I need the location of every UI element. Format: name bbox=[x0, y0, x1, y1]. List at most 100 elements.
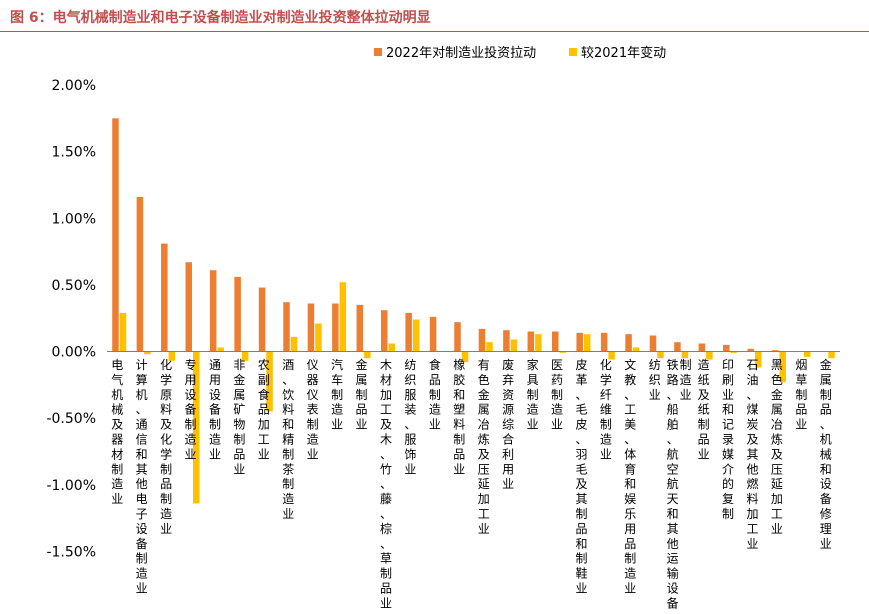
svg-text:业: 业 bbox=[111, 492, 123, 506]
svg-text:工: 工 bbox=[771, 507, 783, 521]
svg-text:械: 械 bbox=[820, 446, 832, 461]
svg-text:精: 精 bbox=[282, 433, 294, 447]
bar-2022 bbox=[307, 303, 315, 352]
bar-2022 bbox=[356, 304, 364, 352]
svg-text:皮: 皮 bbox=[575, 418, 587, 432]
legend-label-2022: 2022年对制造业投资拉动 bbox=[386, 45, 536, 61]
svg-text:他: 他 bbox=[136, 477, 148, 491]
bar-2022 bbox=[161, 243, 168, 352]
svg-text:制: 制 bbox=[722, 507, 734, 521]
svg-text:美: 美 bbox=[624, 418, 636, 432]
svg-text:及: 及 bbox=[575, 477, 587, 491]
svg-text:造: 造 bbox=[111, 477, 123, 491]
bar-2022 bbox=[405, 312, 412, 352]
bar-change bbox=[144, 351, 151, 355]
svg-text:制: 制 bbox=[453, 433, 465, 447]
svg-text:业: 业 bbox=[185, 447, 197, 461]
svg-text:修: 修 bbox=[820, 506, 832, 521]
svg-text:业: 业 bbox=[600, 447, 612, 461]
svg-text:用: 用 bbox=[502, 462, 514, 476]
svg-text:木: 木 bbox=[380, 433, 392, 447]
svg-text:备: 备 bbox=[667, 596, 679, 610]
svg-text:制: 制 bbox=[527, 388, 539, 402]
svg-text:业: 业 bbox=[746, 537, 758, 551]
svg-text:和: 和 bbox=[667, 507, 679, 521]
bar-2022 bbox=[478, 328, 486, 352]
bar-2022 bbox=[429, 316, 437, 352]
svg-text:乐: 乐 bbox=[624, 507, 636, 521]
svg-text:弃: 弃 bbox=[502, 372, 514, 387]
svg-text:料: 料 bbox=[453, 418, 465, 432]
svg-text:设: 设 bbox=[185, 388, 197, 402]
svg-text:备: 备 bbox=[185, 403, 197, 417]
bar-2022 bbox=[698, 343, 706, 352]
svg-text:纤: 纤 bbox=[600, 388, 612, 402]
y-tick-label: 1.50% bbox=[52, 145, 96, 161]
svg-text:业: 业 bbox=[282, 507, 294, 521]
svg-text:属: 属 bbox=[233, 388, 245, 402]
svg-text:矿: 矿 bbox=[233, 403, 245, 417]
svg-text:电: 电 bbox=[111, 358, 123, 372]
svg-text:服: 服 bbox=[404, 433, 416, 447]
svg-text:制: 制 bbox=[429, 388, 441, 402]
svg-text:业: 业 bbox=[575, 582, 587, 596]
svg-text:电: 电 bbox=[136, 492, 148, 506]
svg-text:品: 品 bbox=[356, 403, 368, 417]
svg-text:制: 制 bbox=[185, 418, 197, 432]
svg-text:毛: 毛 bbox=[575, 403, 587, 417]
y-axis: 2.00% 1.50% 1.00% 0.50% 0.00% -0.50% -1.00% -1.… bbox=[46, 78, 96, 560]
svg-text:品: 品 bbox=[698, 433, 710, 447]
svg-text:业: 业 bbox=[356, 418, 368, 432]
svg-text:学: 学 bbox=[600, 372, 612, 387]
bar-2022 bbox=[576, 332, 583, 352]
bar-change bbox=[803, 351, 811, 357]
svg-text:业: 业 bbox=[258, 447, 270, 461]
svg-text:胶: 胶 bbox=[453, 372, 465, 387]
svg-text:及: 及 bbox=[746, 433, 758, 447]
svg-text:织: 织 bbox=[649, 373, 661, 387]
svg-text:服: 服 bbox=[404, 388, 416, 402]
bar-change bbox=[632, 347, 640, 352]
svg-text:材: 材 bbox=[380, 373, 392, 387]
svg-text:铁: 铁 bbox=[667, 358, 679, 372]
svg-text:副: 副 bbox=[258, 373, 270, 387]
svg-text:专: 专 bbox=[185, 357, 197, 372]
svg-text:工: 工 bbox=[380, 403, 392, 417]
svg-text:输: 输 bbox=[667, 566, 679, 581]
svg-text:制: 制 bbox=[282, 447, 294, 461]
svg-text:业: 业 bbox=[551, 418, 563, 432]
svg-text:金: 金 bbox=[771, 387, 783, 402]
svg-text:具: 具 bbox=[527, 373, 539, 387]
svg-text:加: 加 bbox=[258, 418, 270, 432]
svg-text:制: 制 bbox=[111, 462, 123, 476]
svg-text:机: 机 bbox=[820, 433, 832, 447]
svg-text:及: 及 bbox=[111, 418, 123, 432]
svg-text:属: 属 bbox=[771, 403, 783, 417]
svg-text:烟: 烟 bbox=[795, 358, 807, 372]
svg-text:器: 器 bbox=[111, 433, 123, 447]
svg-text:械: 械 bbox=[111, 402, 123, 417]
bar-change bbox=[290, 336, 298, 352]
bar-2022 bbox=[283, 302, 290, 352]
svg-text:品: 品 bbox=[233, 447, 245, 461]
svg-text:设: 设 bbox=[136, 522, 148, 536]
figure-title: 图 6：电气机械制造业和电子设备制造业对制造业投资整体拉动明显 bbox=[10, 10, 431, 26]
svg-text:造: 造 bbox=[624, 567, 636, 581]
bar-change bbox=[657, 351, 664, 359]
svg-text:及: 及 bbox=[160, 418, 172, 432]
svg-text:和: 和 bbox=[624, 477, 636, 491]
svg-text:、: 、 bbox=[624, 433, 636, 447]
svg-text:织: 织 bbox=[404, 373, 416, 387]
svg-text:化: 化 bbox=[160, 358, 172, 372]
svg-text:制: 制 bbox=[624, 552, 636, 566]
bar-2022 bbox=[527, 331, 535, 352]
svg-text:和: 和 bbox=[820, 462, 832, 476]
svg-text:和: 和 bbox=[575, 537, 587, 551]
svg-text:料: 料 bbox=[282, 403, 294, 417]
svg-text:业: 业 bbox=[795, 418, 807, 432]
svg-text:药: 药 bbox=[551, 373, 563, 387]
